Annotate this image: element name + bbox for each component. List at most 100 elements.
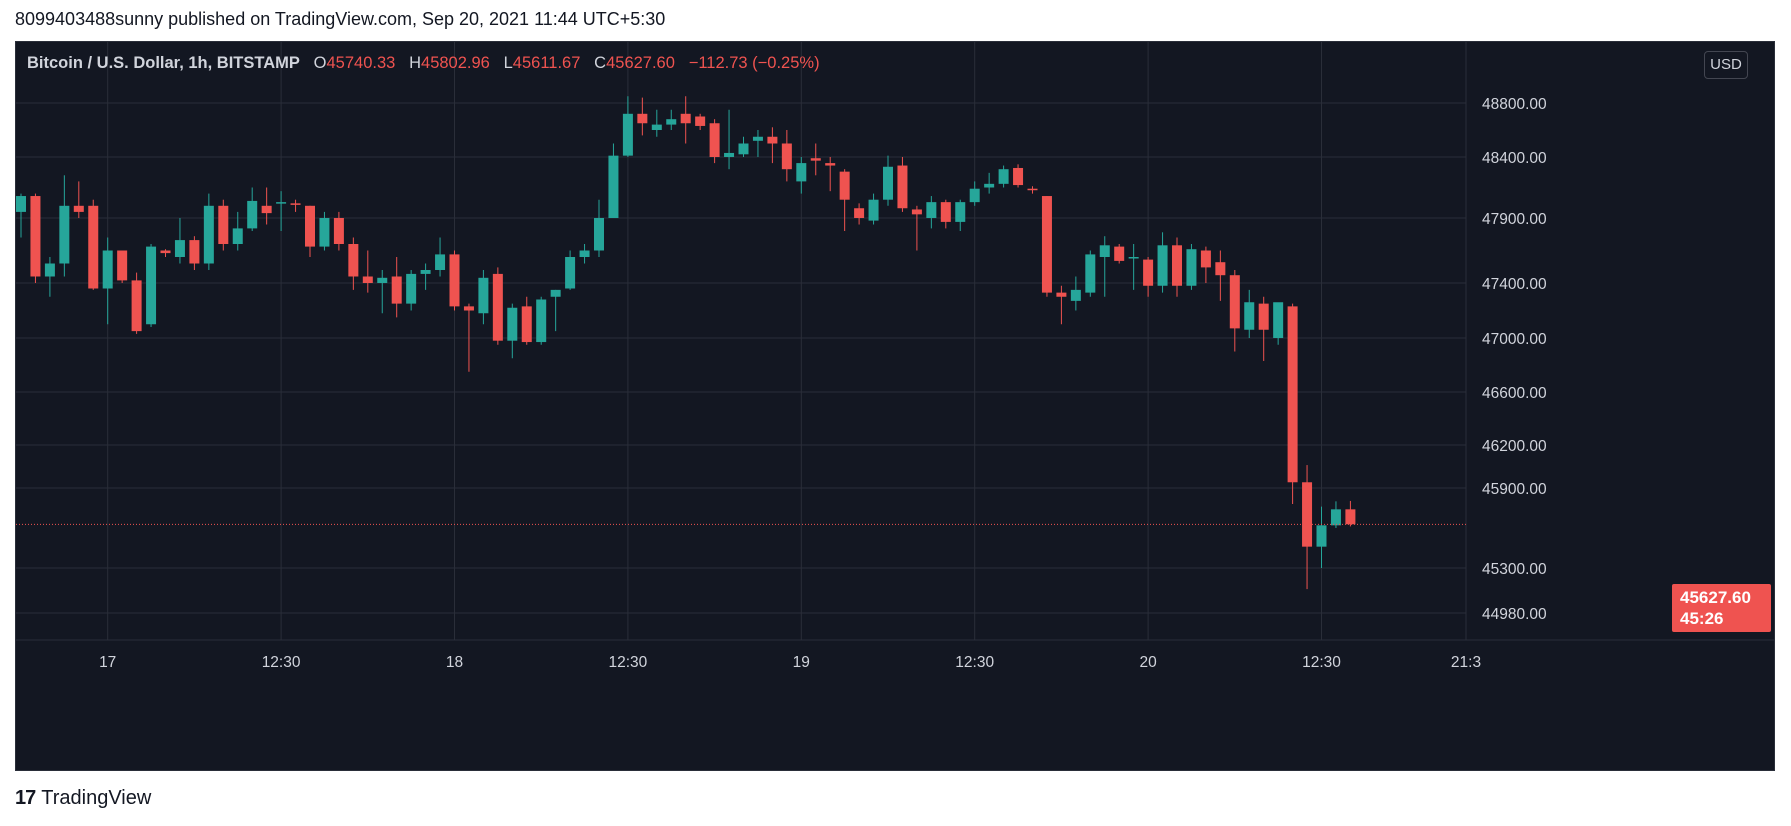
legend-low-label: L — [503, 54, 513, 72]
y-tick-label: 45300.00 — [1482, 561, 1547, 578]
tradingview-logo-icon[interactable]: 17 — [15, 787, 36, 809]
y-tick-label: 48400.00 — [1482, 150, 1547, 167]
candle-body — [695, 116, 706, 126]
candle-body — [883, 166, 893, 200]
last-price-value: 45627.60 — [1680, 588, 1751, 607]
candle-body — [102, 250, 113, 289]
bar-countdown: 45:26 — [1680, 609, 1724, 628]
candle-body — [521, 306, 532, 343]
chart-panel[interactable]: 48800.00 48400.00 47900.00 47400.00 47000.00… — [15, 41, 1775, 771]
candle-body — [276, 202, 287, 204]
candle-body — [305, 205, 315, 247]
legend-low-value: 45611.67 — [512, 54, 581, 72]
candle-body — [1027, 188, 1038, 191]
candle-body — [550, 289, 561, 297]
candle-body — [767, 136, 778, 144]
legend-high-label: H — [409, 54, 422, 72]
last-price-tag: 45627.60 45:26 — [1672, 584, 1771, 632]
candle-body — [507, 307, 518, 341]
candle-body — [59, 205, 70, 264]
candle-body — [1244, 302, 1255, 330]
candle-body — [666, 119, 677, 125]
candle-body — [825, 163, 836, 166]
candle-body — [955, 202, 966, 222]
candle-body — [536, 299, 547, 343]
candle-body — [940, 202, 951, 222]
candle-body — [1128, 257, 1139, 259]
legend-close-value: 45627.60 — [606, 54, 675, 72]
candle-body — [752, 136, 763, 141]
candle-body — [1114, 246, 1125, 261]
candle-body — [1157, 245, 1168, 286]
x-tick-label: 12:30 — [1302, 654, 1341, 671]
candle-body — [868, 199, 879, 221]
candle-body — [651, 124, 662, 130]
candle-body — [1099, 245, 1110, 257]
candle-body — [1143, 259, 1154, 286]
candle-body — [449, 254, 460, 307]
candle-body — [897, 165, 908, 209]
candle-body — [565, 257, 576, 289]
candle-body — [362, 276, 373, 283]
candle-body — [622, 113, 633, 156]
candle-body — [608, 155, 619, 218]
candle-body — [796, 163, 807, 182]
candle-body — [579, 250, 590, 257]
y-tick-label: 47000.00 — [1482, 331, 1547, 348]
y-tick-label: 47400.00 — [1482, 276, 1547, 293]
candle-body — [319, 218, 330, 247]
candle-body — [261, 205, 272, 214]
candle-body — [738, 143, 749, 155]
candle-body — [30, 196, 41, 277]
brand-name[interactable]: TradingView — [41, 787, 152, 809]
ohlc-legend: Bitcoin / U.S. Dollar, 1h, BITSTAMP O457… — [27, 54, 820, 73]
x-tick-label: 12:30 — [609, 654, 648, 671]
candle-body — [911, 209, 922, 215]
candle-body — [984, 183, 995, 188]
candle-body — [1316, 525, 1327, 547]
candle-body — [1013, 167, 1024, 186]
candle-body — [435, 254, 446, 270]
candle-body — [998, 169, 1009, 184]
x-tick-label: 20 — [1139, 654, 1157, 671]
candle-body — [131, 280, 142, 332]
legend-change: −112.73 (−0.25%) — [688, 54, 820, 72]
candle-body — [406, 273, 417, 304]
y-tick-label: 48800.00 — [1482, 96, 1547, 113]
candle-body — [1258, 303, 1269, 330]
legend-symbol: Bitcoin / U.S. Dollar, 1h, BITSTAMP — [27, 54, 300, 72]
candle-body — [146, 246, 157, 325]
legend-open-value: 45740.33 — [326, 54, 396, 72]
candle-body — [348, 244, 359, 277]
legend-close-label: C — [594, 54, 607, 72]
candle-body — [1215, 262, 1226, 276]
candle-body — [709, 123, 720, 157]
currency-button[interactable]: USD — [1704, 51, 1748, 79]
candle-body — [1186, 249, 1197, 286]
x-tick-label: 12:30 — [955, 654, 994, 671]
candle-body — [463, 306, 474, 311]
publisher-header: 8099403488sunny published on TradingView… — [15, 9, 666, 29]
x-tick-label: 12:30 — [262, 654, 301, 671]
candlestick-chart[interactable]: 48800.00 48400.00 47900.00 47400.00 47000.00… — [16, 42, 1775, 771]
candle-body — [781, 143, 792, 170]
candle-body — [492, 273, 503, 341]
candle-body — [1345, 509, 1356, 525]
candle-body — [1229, 275, 1240, 329]
candle-body — [88, 205, 99, 289]
candle-body — [839, 171, 850, 200]
y-tick-label: 46600.00 — [1482, 385, 1547, 402]
candle-body — [391, 276, 402, 304]
legend-open-label: O — [313, 54, 327, 72]
candle-body — [44, 263, 55, 277]
x-tick-label: 19 — [793, 654, 810, 671]
footer: 17 TradingView — [15, 787, 151, 810]
candle-body — [189, 240, 200, 264]
candle-body — [232, 228, 243, 244]
candle-body — [174, 240, 185, 257]
candle-body — [1287, 306, 1298, 483]
candle-body — [1056, 292, 1067, 297]
candle-body — [1172, 245, 1182, 286]
candle-body — [1200, 250, 1211, 268]
candle-body — [73, 205, 84, 212]
